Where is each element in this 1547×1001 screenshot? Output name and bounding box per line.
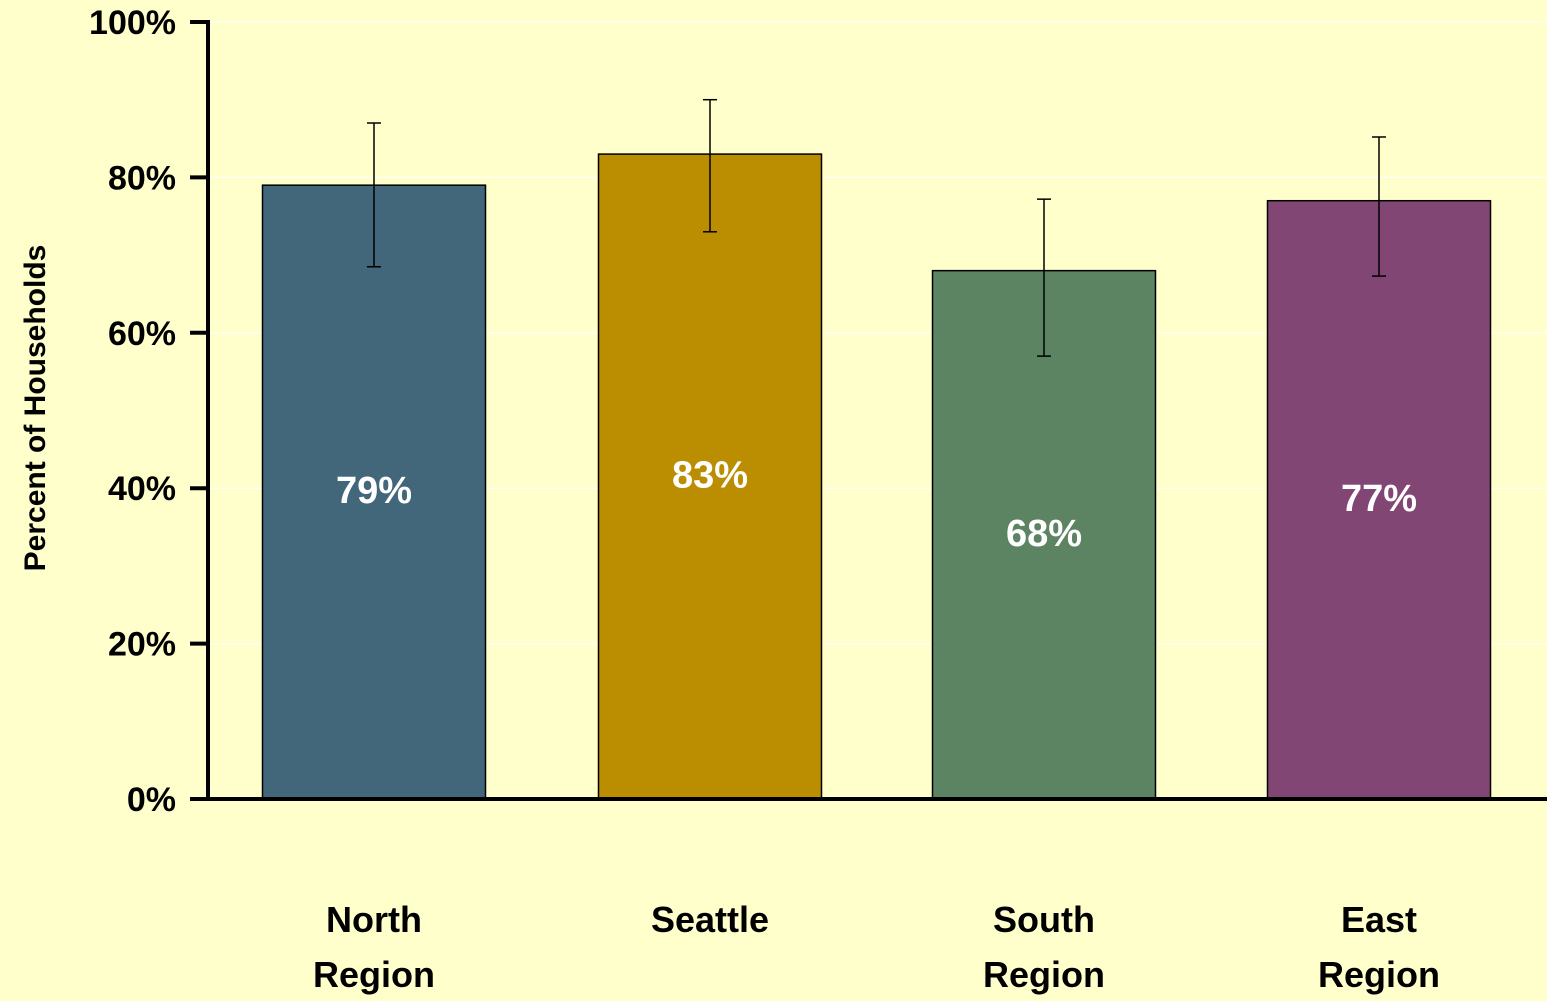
x-tick-label: East Region [1318, 899, 1440, 995]
y-tick-label: 0% [127, 781, 176, 819]
error-bar [1372, 136, 1386, 277]
bar [261, 184, 487, 800]
y-tick-label: 80% [108, 159, 176, 197]
y-tick-label: 100% [89, 4, 176, 42]
y-tick-label: 40% [108, 470, 176, 508]
x-tick-label: North Region [313, 899, 435, 995]
x-tick-label: South Region [983, 899, 1105, 995]
x-tick-label-line: Region [983, 954, 1105, 995]
data-label: 79% [336, 470, 412, 512]
x-tick-label: Seattle [651, 899, 769, 940]
x-tick-label-line: North [326, 899, 422, 940]
bar [597, 153, 823, 800]
data-label: 77% [1341, 478, 1417, 520]
error-bar [703, 98, 717, 233]
bars [261, 153, 1492, 800]
y-axis-title: Percent of Households [19, 245, 52, 572]
data-label: 83% [672, 455, 748, 497]
value-labels: 79% 83% 68% 77% [336, 455, 1417, 555]
error-bar [1037, 198, 1051, 357]
x-category-labels: North Region Seattle South Region East Region [313, 899, 1440, 995]
x-tick-label-line: South [993, 899, 1095, 940]
data-label: 68% [1006, 513, 1082, 555]
x-tick-label-line: Region [313, 954, 435, 995]
x-tick-label-line: Region [1318, 954, 1440, 995]
x-tick-label-line: Seattle [651, 899, 769, 940]
y-tick-label: 60% [108, 315, 176, 353]
error-bars [367, 98, 1386, 357]
y-tick-label: 20% [108, 626, 176, 664]
x-tick-label-line: East [1341, 899, 1417, 940]
bar [931, 269, 1157, 800]
y-tick-labels: 0% 20% 40% 60% 80% 100% [89, 4, 176, 819]
axes [190, 20, 1547, 801]
error-bar [367, 122, 381, 268]
